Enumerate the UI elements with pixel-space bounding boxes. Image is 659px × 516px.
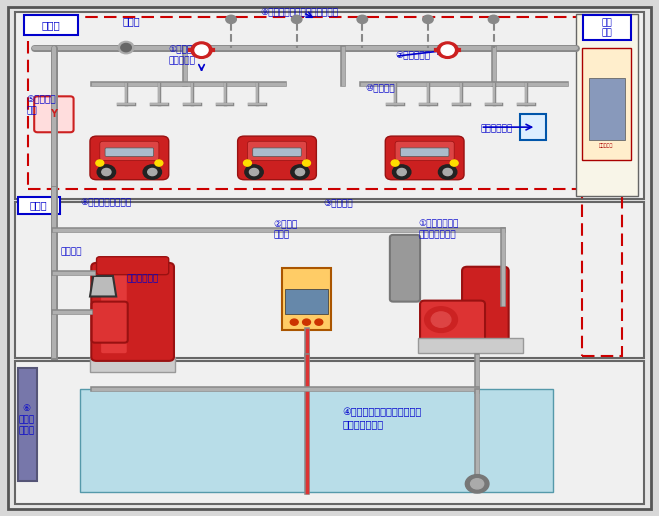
Text: ⑦一斉開放弁: ⑦一斉開放弁 — [395, 52, 430, 61]
Circle shape — [431, 312, 451, 327]
Circle shape — [97, 165, 115, 179]
FancyBboxPatch shape — [395, 141, 454, 160]
FancyBboxPatch shape — [14, 202, 645, 358]
Circle shape — [441, 45, 454, 55]
Text: ⑭手動起動弁: ⑭手動起動弁 — [480, 124, 513, 133]
Polygon shape — [90, 276, 116, 297]
Circle shape — [393, 165, 411, 179]
FancyBboxPatch shape — [401, 148, 449, 156]
Text: ⑧泡消火薬剤貯蔵槽: ⑧泡消火薬剤貯蔵槽 — [80, 198, 131, 207]
FancyBboxPatch shape — [96, 257, 169, 275]
Text: ②ポンプ
制御盤: ②ポンプ 制御盤 — [273, 220, 298, 240]
Circle shape — [226, 15, 237, 23]
Text: 火災受信機: 火災受信機 — [599, 142, 614, 148]
Text: ③呼水装置: ③呼水装置 — [323, 198, 353, 207]
Bar — [582, 189, 621, 356]
Circle shape — [118, 41, 134, 54]
Circle shape — [465, 475, 489, 493]
Circle shape — [295, 168, 304, 175]
Bar — [28, 17, 605, 189]
Text: ①一斉開放弁の
二次側配管: ①一斉開放弁の 二次側配管 — [169, 45, 209, 66]
Circle shape — [291, 15, 302, 23]
Circle shape — [397, 168, 407, 175]
Circle shape — [315, 319, 323, 325]
Text: 駐車場: 駐車場 — [42, 20, 61, 30]
FancyBboxPatch shape — [520, 115, 546, 140]
Text: ⑤流水検知
装置: ⑤流水検知 装置 — [26, 95, 56, 115]
Circle shape — [148, 168, 157, 175]
Circle shape — [437, 42, 458, 58]
Circle shape — [471, 479, 484, 489]
FancyBboxPatch shape — [105, 148, 154, 156]
FancyBboxPatch shape — [92, 302, 128, 343]
FancyBboxPatch shape — [90, 357, 175, 372]
FancyBboxPatch shape — [575, 14, 638, 197]
FancyBboxPatch shape — [248, 141, 306, 160]
FancyBboxPatch shape — [80, 389, 553, 492]
Circle shape — [302, 319, 310, 325]
Circle shape — [291, 165, 309, 179]
Text: Y: Y — [50, 109, 57, 119]
FancyBboxPatch shape — [462, 267, 509, 344]
FancyBboxPatch shape — [386, 136, 464, 180]
FancyBboxPatch shape — [24, 15, 78, 35]
FancyBboxPatch shape — [90, 136, 169, 180]
Circle shape — [121, 43, 131, 52]
Text: ⑫泡消火薬剤: ⑫泡消火薬剤 — [126, 275, 158, 284]
FancyBboxPatch shape — [582, 47, 631, 160]
FancyBboxPatch shape — [92, 263, 174, 361]
FancyBboxPatch shape — [588, 78, 625, 140]
Circle shape — [391, 160, 399, 166]
Circle shape — [291, 319, 298, 325]
Circle shape — [245, 165, 263, 179]
FancyBboxPatch shape — [8, 7, 651, 509]
Circle shape — [450, 160, 458, 166]
FancyBboxPatch shape — [285, 289, 328, 314]
Circle shape — [101, 168, 111, 175]
Text: ⑬混合器: ⑬混合器 — [61, 247, 82, 256]
FancyBboxPatch shape — [252, 148, 301, 156]
Text: 感知器: 感知器 — [123, 16, 140, 26]
Text: ④吸水配管（サクション管）
およびフート弁: ④吸水配管（サクション管） およびフート弁 — [343, 407, 422, 429]
Circle shape — [191, 42, 212, 58]
Circle shape — [438, 165, 457, 179]
Text: 警備
室等: 警備 室等 — [601, 18, 612, 37]
FancyBboxPatch shape — [18, 368, 38, 481]
Circle shape — [143, 165, 161, 179]
Text: 機械室: 機械室 — [30, 201, 47, 211]
FancyBboxPatch shape — [390, 235, 420, 302]
Text: ⑩泡ヘッド: ⑩泡ヘッド — [366, 83, 395, 92]
FancyBboxPatch shape — [18, 198, 61, 214]
Circle shape — [488, 15, 499, 23]
Circle shape — [250, 168, 258, 175]
FancyBboxPatch shape — [14, 12, 645, 199]
Circle shape — [357, 15, 368, 23]
Circle shape — [302, 160, 310, 166]
Circle shape — [195, 45, 208, 55]
Circle shape — [443, 168, 452, 175]
FancyBboxPatch shape — [14, 361, 645, 504]
FancyBboxPatch shape — [418, 337, 523, 353]
Circle shape — [424, 307, 457, 332]
FancyBboxPatch shape — [420, 301, 485, 341]
Circle shape — [422, 15, 433, 23]
Circle shape — [244, 160, 252, 166]
Text: ⑥
泡消火
配水管: ⑥ 泡消火 配水管 — [18, 404, 34, 436]
Circle shape — [96, 160, 103, 166]
Text: ①加圧送水装置
（消火ポンプ）: ①加圧送水装置 （消火ポンプ） — [418, 220, 459, 240]
FancyBboxPatch shape — [282, 268, 331, 330]
FancyBboxPatch shape — [238, 136, 316, 180]
FancyBboxPatch shape — [583, 15, 631, 40]
Text: ⑨感知用スプリンクラーヘッド: ⑨感知用スプリンクラーヘッド — [260, 8, 339, 17]
FancyBboxPatch shape — [100, 141, 159, 160]
FancyBboxPatch shape — [34, 96, 74, 132]
Circle shape — [155, 160, 163, 166]
FancyBboxPatch shape — [101, 270, 127, 353]
